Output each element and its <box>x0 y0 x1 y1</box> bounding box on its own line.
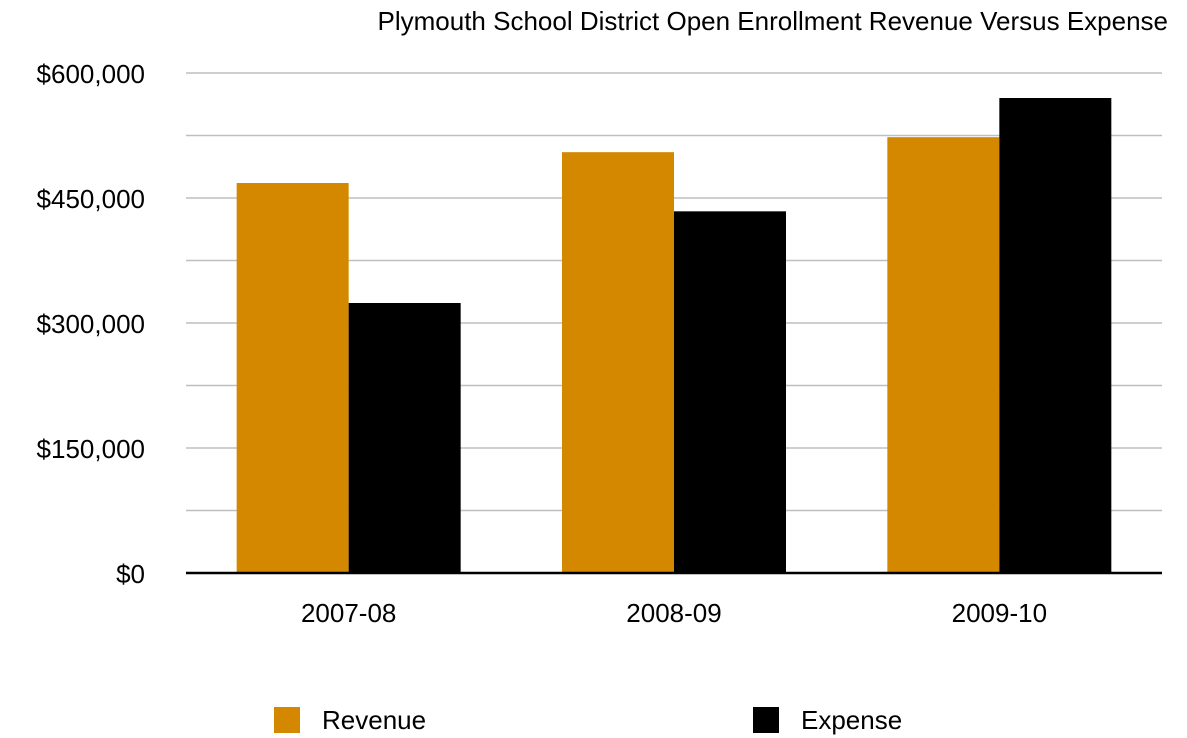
legend-label-revenue: Revenue <box>322 705 426 735</box>
legend: Revenue Expense <box>274 705 902 735</box>
bar-revenue-2007-08 <box>236 183 349 573</box>
y-axis-ticks: $0 $150,000 $300,000 $450,000 $600,000 <box>37 59 145 589</box>
y-tick-label: $450,000 <box>37 184 145 214</box>
y-tick-label: $150,000 <box>37 434 145 464</box>
legend-swatch-expense <box>753 707 779 733</box>
bars <box>236 98 1112 574</box>
x-tick-label: 2008-09 <box>626 598 721 628</box>
bar-expense-2008-09 <box>674 211 786 574</box>
x-tick-label: 2009-10 <box>952 598 1047 628</box>
legend-label-expense: Expense <box>801 705 902 735</box>
y-tick-label: $600,000 <box>37 59 145 89</box>
chart-title: Plymouth School District Open Enrollment… <box>378 6 1169 36</box>
y-tick-label: $0 <box>116 559 145 589</box>
bar-revenue-2008-09 <box>562 152 674 573</box>
bar-expense-2009-10 <box>999 98 1112 573</box>
bar-revenue-2009-10 <box>887 137 1000 573</box>
x-tick-label: 2007-08 <box>301 598 396 628</box>
legend-swatch-revenue <box>274 707 300 733</box>
y-tick-label: $300,000 <box>37 309 145 339</box>
x-axis-ticks: 2007-08 2008-09 2009-10 <box>301 598 1047 628</box>
bar-expense-2007-08 <box>348 303 461 573</box>
